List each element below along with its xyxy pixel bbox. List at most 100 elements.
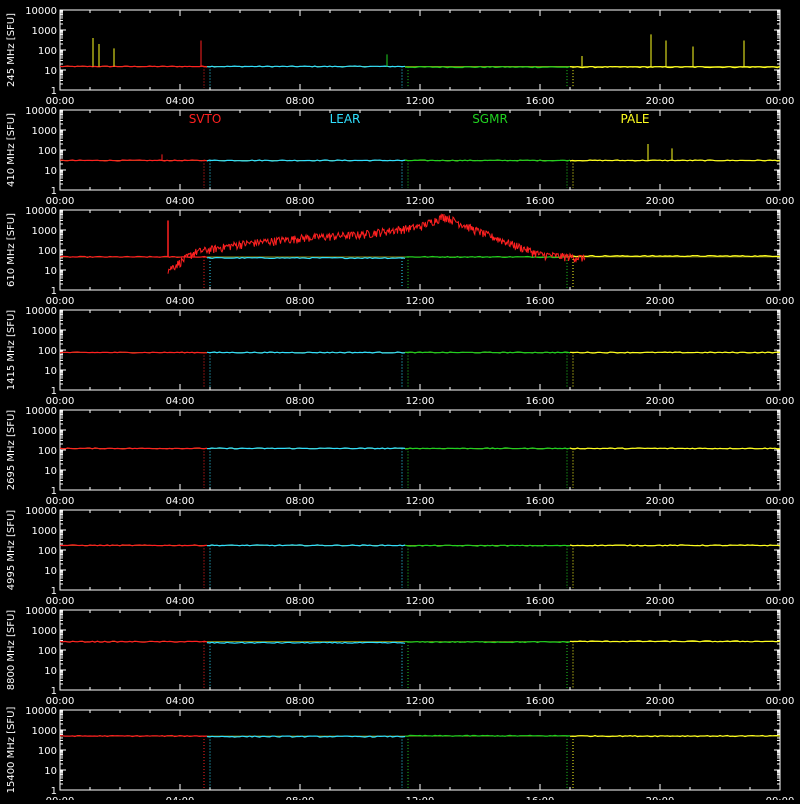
x-tick-label: 12:00 bbox=[406, 796, 435, 800]
y-tick-label: 1 bbox=[51, 586, 57, 597]
y-axis-label: 410 MHz [SFU] bbox=[6, 113, 17, 187]
y-tick-label: 10 bbox=[44, 366, 57, 377]
y-tick-label: 100 bbox=[38, 546, 57, 557]
x-tick-label: 08:00 bbox=[286, 796, 315, 800]
series-line-svto bbox=[59, 65, 208, 68]
series-line-svto bbox=[60, 159, 208, 162]
y-tick-label: 100 bbox=[38, 146, 57, 157]
series-line-sgmr bbox=[405, 640, 571, 644]
x-tick-label: 00:00 bbox=[46, 596, 75, 607]
y-tick-label: 10 bbox=[44, 266, 57, 277]
x-tick-label: 12:00 bbox=[406, 296, 435, 307]
series-line-pale bbox=[569, 734, 781, 738]
series-line-lear bbox=[206, 544, 406, 547]
x-tick-label: 20:00 bbox=[646, 796, 675, 800]
y-axis-label: 4995 MHz [SFU] bbox=[6, 510, 17, 591]
y-tick-label: 10 bbox=[44, 666, 57, 677]
y-tick-label: 100 bbox=[38, 646, 57, 657]
series-line-lear bbox=[206, 641, 406, 644]
y-tick-label: 1 bbox=[51, 786, 57, 797]
legend-label-pale: PALE bbox=[621, 112, 650, 126]
x-tick-label: 08:00 bbox=[286, 196, 315, 207]
x-tick-label: 12:00 bbox=[406, 396, 435, 407]
x-tick-label: 04:00 bbox=[166, 196, 195, 207]
y-tick-label: 10000 bbox=[25, 6, 57, 17]
series-line-sgmr bbox=[404, 255, 571, 259]
x-tick-label: 04:00 bbox=[166, 396, 195, 407]
y-tick-label: 10000 bbox=[25, 306, 57, 317]
series-line-svto bbox=[59, 447, 208, 450]
y-tick-label: 1000 bbox=[32, 126, 57, 137]
y-tick-label: 10 bbox=[44, 166, 57, 177]
series-line-svto bbox=[59, 255, 208, 259]
series-line-sgmr bbox=[404, 544, 571, 547]
x-tick-label: 16:00 bbox=[526, 796, 555, 800]
y-tick-label: 10 bbox=[44, 466, 57, 477]
series-line-svto bbox=[59, 544, 208, 547]
x-tick-label: 16:00 bbox=[526, 296, 555, 307]
x-tick-label: 04:00 bbox=[166, 496, 195, 507]
series-line-lear bbox=[206, 447, 406, 450]
x-tick-label: 00:00 bbox=[46, 196, 75, 207]
burst-line bbox=[167, 213, 586, 274]
x-tick-label: 20:00 bbox=[646, 396, 675, 407]
series-line-pale bbox=[569, 254, 780, 258]
series-line-sgmr bbox=[404, 159, 571, 162]
x-tick-label: 08:00 bbox=[286, 296, 315, 307]
x-tick-label: 08:00 bbox=[286, 396, 315, 407]
x-tick-label: 00:00 bbox=[46, 696, 75, 707]
y-tick-label: 100 bbox=[38, 746, 57, 757]
y-tick-label: 1000 bbox=[32, 626, 57, 637]
panel-8: 10000100010010100:0004:0008:0012:0016:00… bbox=[6, 706, 794, 804]
x-tick-label: 16:00 bbox=[526, 96, 555, 107]
x-tick-label: 16:00 bbox=[526, 596, 555, 607]
series-line-lear bbox=[206, 735, 406, 738]
y-tick-label: 100 bbox=[38, 246, 57, 257]
y-axis-label: 2695 MHz [SFU] bbox=[6, 410, 17, 491]
x-tick-label: 04:00 bbox=[166, 96, 195, 107]
y-axis-label: 245 MHz [SFU] bbox=[6, 13, 17, 87]
y-tick-label: 10000 bbox=[25, 706, 57, 717]
x-tick-label: 00:00 bbox=[46, 496, 75, 507]
x-tick-label: 08:00 bbox=[286, 696, 315, 707]
x-tick-label: 12:00 bbox=[406, 196, 435, 207]
series-line-pale bbox=[569, 640, 781, 643]
y-axis-label: 1415 MHz [SFU] bbox=[6, 310, 17, 391]
series-line-svto bbox=[59, 640, 208, 643]
x-tick-label: 20:00 bbox=[646, 696, 675, 707]
panel-frame bbox=[59, 709, 781, 791]
x-tick-label: 20:00 bbox=[646, 196, 675, 207]
legend-label-lear: LEAR bbox=[330, 112, 361, 126]
legend-label-sgmr: SGMR bbox=[472, 112, 508, 126]
x-tick-label: 00:00 bbox=[766, 596, 795, 607]
y-tick-label: 1 bbox=[51, 286, 57, 297]
x-tick-label: 04:00 bbox=[166, 696, 195, 707]
x-tick-label: 16:00 bbox=[526, 496, 555, 507]
x-tick-label: 04:00 bbox=[166, 296, 195, 307]
series-line-sgmr bbox=[404, 351, 571, 354]
y-tick-label: 1000 bbox=[32, 526, 57, 537]
x-tick-label: 12:00 bbox=[406, 696, 435, 707]
x-tick-label: 20:00 bbox=[646, 96, 675, 107]
y-tick-label: 1000 bbox=[32, 226, 57, 237]
y-tick-label: 100 bbox=[38, 446, 57, 457]
series-line-sgmr bbox=[405, 447, 571, 450]
x-tick-label: 00:00 bbox=[46, 96, 75, 107]
series-line-sgmr bbox=[405, 65, 571, 69]
panel-frame bbox=[59, 9, 781, 91]
series-line-pale bbox=[569, 544, 781, 547]
y-tick-label: 100 bbox=[38, 346, 57, 357]
y-tick-label: 10000 bbox=[25, 106, 57, 117]
y-axis-label: 610 MHz [SFU] bbox=[6, 213, 17, 287]
series-line-lear bbox=[206, 159, 406, 162]
series-line-pale bbox=[569, 351, 781, 354]
x-tick-label: 20:00 bbox=[646, 496, 675, 507]
x-tick-label: 20:00 bbox=[646, 596, 675, 607]
